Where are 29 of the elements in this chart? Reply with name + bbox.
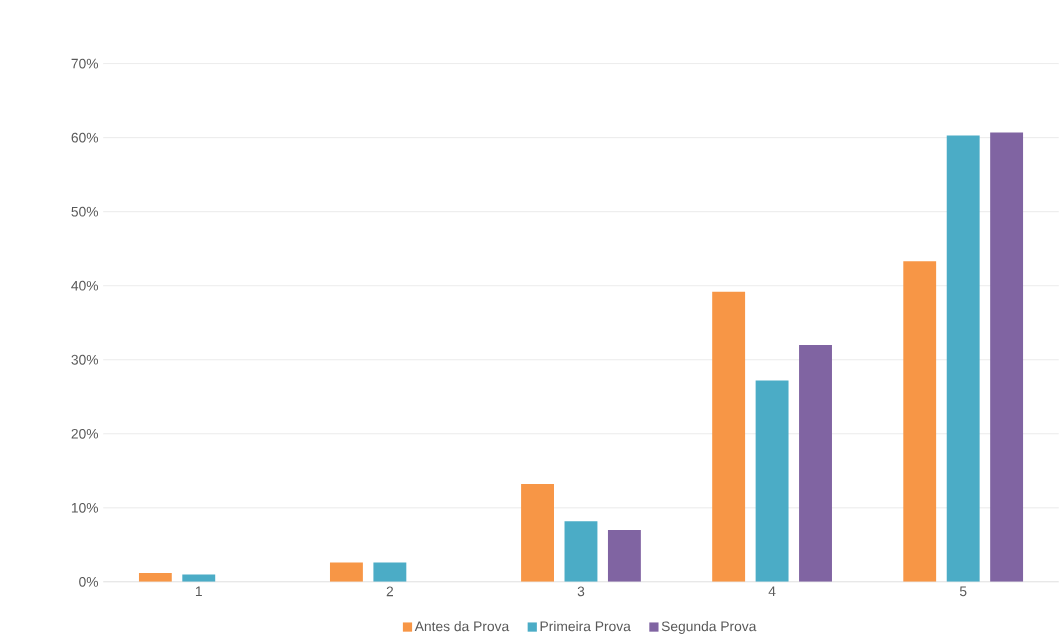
bar bbox=[182, 574, 216, 582]
bar bbox=[946, 135, 980, 582]
y-tick-label: 40% bbox=[71, 280, 99, 291]
legend-label: Antes da Prova bbox=[414, 620, 510, 632]
x-tick-label: 5 bbox=[959, 586, 967, 596]
y-tick-label: 0% bbox=[79, 576, 99, 587]
legend-label: Primeira Prova bbox=[540, 620, 631, 632]
x-tick-label: 1 bbox=[195, 586, 202, 596]
bar bbox=[564, 520, 598, 582]
bar bbox=[903, 261, 937, 582]
y-tick-label: 70% bbox=[71, 58, 99, 69]
x-tick-label: 2 bbox=[386, 586, 393, 596]
bar bbox=[373, 562, 407, 582]
x-tick-label: 3 bbox=[577, 586, 585, 597]
bar bbox=[799, 344, 832, 582]
y-tick-label: 20% bbox=[71, 428, 99, 439]
y-tick-label: 50% bbox=[71, 206, 99, 217]
bar bbox=[329, 562, 363, 582]
bar bbox=[521, 483, 554, 582]
legend-label: Segunda Prova bbox=[661, 620, 757, 634]
bar bbox=[138, 572, 172, 582]
bar bbox=[607, 529, 641, 582]
y-tick-label: 60% bbox=[71, 132, 99, 143]
bar bbox=[712, 291, 746, 582]
y-tick-label: 30% bbox=[71, 354, 99, 365]
y-tick-label: 10% bbox=[71, 502, 99, 513]
x-tick-label: 4 bbox=[768, 586, 776, 596]
bar bbox=[990, 132, 1024, 582]
bar bbox=[755, 380, 789, 582]
